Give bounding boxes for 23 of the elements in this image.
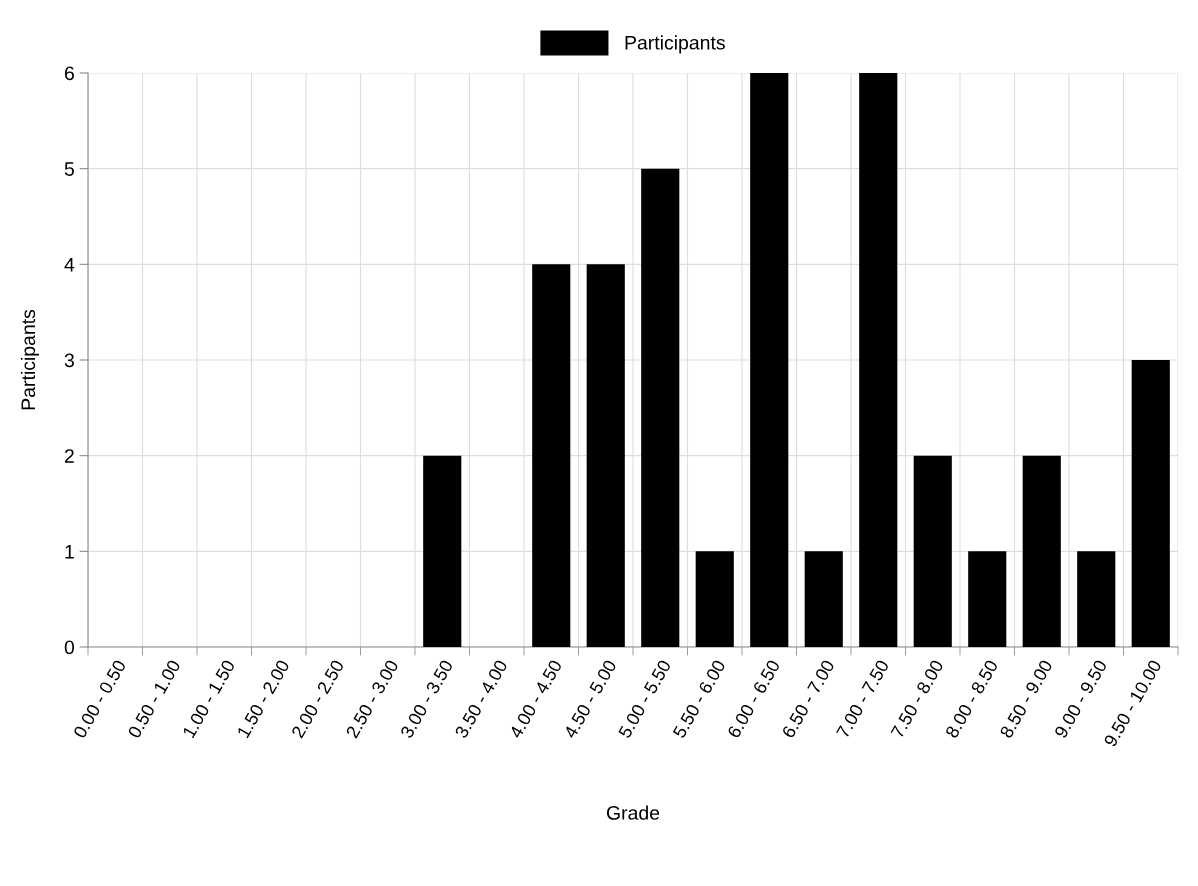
bar	[586, 264, 625, 647]
x-axis-title: Grade	[606, 805, 660, 820]
bar	[641, 168, 680, 647]
bar	[1131, 360, 1170, 647]
bar	[1022, 455, 1061, 647]
bar	[423, 455, 462, 647]
y-tick-label: 1	[65, 545, 74, 559]
bar	[532, 264, 571, 647]
y-tick-label: 6	[64, 66, 74, 81]
legend-label: Participants	[625, 35, 725, 54]
bar	[913, 455, 952, 647]
y-tick-label: 2	[64, 449, 74, 463]
y-tick-label: 0	[64, 640, 75, 655]
y-axis-title: Participants	[20, 309, 39, 410]
y-tick-label: 3	[64, 353, 74, 368]
bar	[968, 551, 1007, 647]
bar	[804, 551, 843, 647]
bar	[859, 73, 898, 647]
bar	[750, 73, 789, 647]
y-tick-label: 5	[64, 162, 74, 176]
bar	[695, 551, 734, 647]
y-tick-label: 4	[64, 258, 75, 272]
bar	[1077, 551, 1116, 647]
